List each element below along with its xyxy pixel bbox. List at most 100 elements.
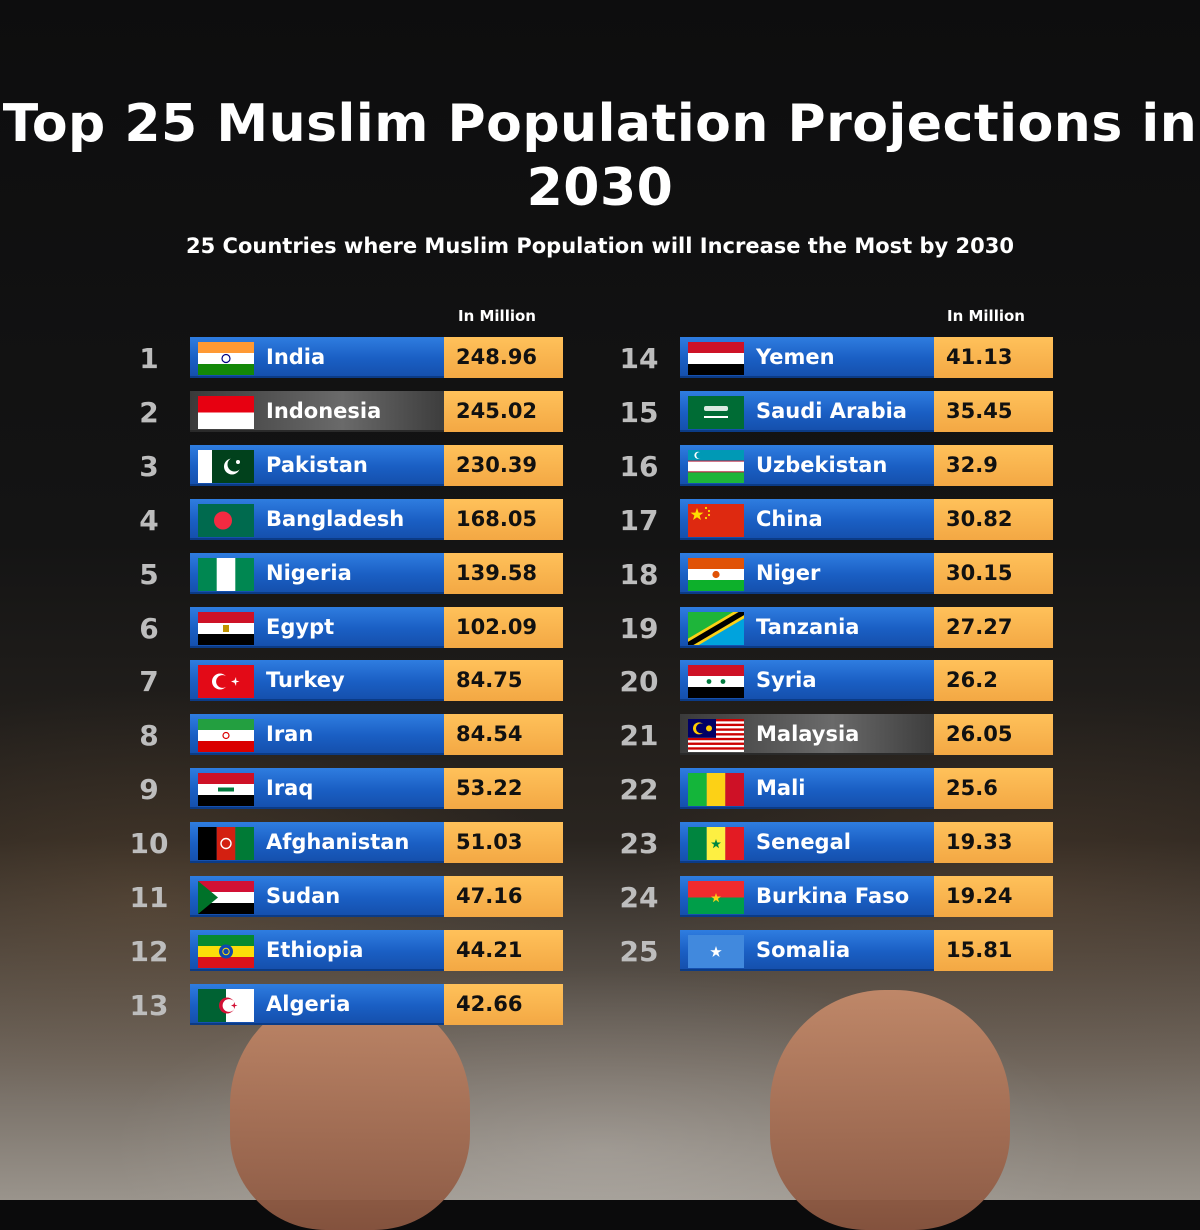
table-row: 16 Uzbekistan 32.9 [608,444,1108,486]
table-row: 12 Ethiopia 44.21 [118,929,618,971]
algeria-flag-icon [198,988,254,1022]
country-bar: Sudan [190,876,444,917]
population-value: 102.09 [444,606,563,648]
table-row: 2 Indonesia 245.02 [118,390,618,432]
country-name: Uzbekistan [756,452,888,477]
country-bar: Tanzania [680,606,934,648]
unit-label-left: In Million [458,307,536,325]
rank-number: 17 [619,503,659,537]
rank-number: 9 [139,773,159,807]
country-bar: Pakistan [190,444,444,486]
right-hand-image [770,990,1010,1230]
country-bar: Indonesia [190,390,444,432]
country-bar: Senegal [680,822,934,864]
country-name: Turkey [266,668,345,693]
rank-number: 20 [619,665,659,699]
country-bar: Afghanistan [190,822,444,864]
country-name: India [266,345,326,369]
indonesia-flag-icon [198,395,254,429]
country-bar: Bangladesh [190,498,444,540]
rank-number: 16 [619,449,659,483]
country-bar: Malaysia [680,714,934,756]
ethiopia-flag-icon [198,934,254,968]
rank-number: 13 [129,988,169,1022]
country-name: China [756,506,823,531]
country-name: Pakistan [266,452,368,477]
rank-number: 24 [619,881,659,914]
table-row: 17 China 30.82 [608,498,1108,540]
country-name: Yemen [756,345,835,369]
country-name: Iraq [266,776,314,801]
country-name: Indonesia [266,398,382,423]
country-name: Afghanistan [266,830,410,855]
population-value: 53.22 [444,768,563,810]
country-bar: Iran [190,714,444,756]
table-row: 11 Sudan 47.16 [118,876,618,917]
population-value: 26.05 [934,714,1053,756]
burkina-faso-flag-icon [688,881,744,914]
rank-number: 25 [619,934,659,968]
country-bar: Nigeria [190,552,444,594]
country-bar: India [190,337,444,378]
country-name: Senegal [756,830,851,855]
india-flag-icon [198,342,254,375]
country-name: Syria [756,668,817,693]
table-row: 15 Saudi Arabia 35.45 [608,390,1108,432]
turkey-flag-icon [198,665,254,699]
table-row: 19 Tanzania 27.27 [608,606,1108,648]
table-row: 18 Niger 30.15 [608,552,1108,594]
table-row: 14 Yemen 41.13 [608,337,1108,378]
population-value: 41.13 [934,337,1053,378]
rank-number: 14 [619,342,659,375]
country-name: Algeria [266,991,351,1016]
country-bar: China [680,498,934,540]
rank-number: 3 [139,449,159,483]
iraq-flag-icon [198,773,254,807]
population-value: 51.03 [444,822,563,864]
table-row: 24 Burkina Faso 19.24 [608,876,1108,917]
table-row: 5 Nigeria 139.58 [118,552,618,594]
rank-number: 12 [129,934,169,968]
country-bar: Syria [680,660,934,702]
country-bar: Uzbekistan [680,444,934,486]
population-value: 30.82 [934,498,1053,540]
population-value: 248.96 [444,337,563,378]
table-row: 23 Senegal 19.33 [608,822,1108,864]
malaysia-flag-icon [688,719,744,753]
saudi-arabia-flag-icon [688,395,744,429]
country-bar: Burkina Faso [680,876,934,917]
yemen-flag-icon [688,342,744,375]
table-row: 21 Malaysia 26.05 [608,714,1108,756]
sudan-flag-icon [198,881,254,914]
syria-flag-icon [688,665,744,699]
rank-number: 15 [619,395,659,429]
country-name: Ethiopia [266,937,364,962]
country-name: Nigeria [266,560,352,585]
china-flag-icon [688,503,744,537]
population-value: 19.33 [934,822,1053,864]
egypt-flag-icon [198,611,254,645]
chart-subtitle: 25 Countries where Muslim Population wil… [186,234,1014,258]
country-bar: Yemen [680,337,934,378]
country-bar: Egypt [190,606,444,648]
rank-number: 18 [619,557,659,591]
country-name: Saudi Arabia [756,398,907,423]
iran-flag-icon [198,719,254,753]
country-name: Egypt [266,614,335,639]
country-bar: Saudi Arabia [680,390,934,432]
country-name: Tanzania [756,614,860,639]
rank-number: 1 [139,342,159,375]
table-row: 3 Pakistan 230.39 [118,444,618,486]
country-name: Burkina Faso [756,884,910,908]
population-value: 245.02 [444,390,563,432]
country-name: Mali [756,776,806,801]
rank-number: 7 [139,665,159,699]
unit-label-right: In Million [947,307,1025,325]
population-value: 15.81 [934,929,1053,971]
table-row: 20 Syria 26.2 [608,660,1108,702]
population-value: 35.45 [934,390,1053,432]
country-name: Iran [266,722,314,747]
rank-number: 6 [139,611,159,645]
table-row: 25 Somalia 15.81 [608,929,1108,971]
population-value: 230.39 [444,444,563,486]
